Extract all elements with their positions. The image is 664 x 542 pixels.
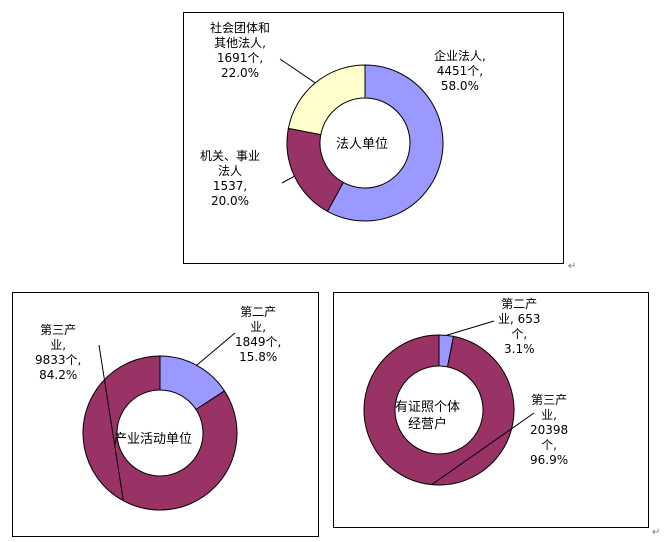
licensed-household-chart-panel: 第二产 业, 653 个, 3.1% 第三产 业, 20398 个, 96.9%… [333, 292, 649, 528]
donut-center-label: 法人单位 [336, 137, 389, 152]
legal-entity-donut [279, 58, 444, 222]
return-mark: ↵ [652, 527, 661, 538]
donut-slice [82, 355, 238, 511]
licensed-household-donut [363, 320, 535, 486]
leader-line [446, 320, 495, 336]
donut-center-label: 产业活动单位 [114, 432, 193, 447]
industrial-unit-donut [82, 332, 238, 511]
donut-slice [326, 64, 444, 222]
leader-line [196, 332, 236, 366]
slice-label-secondary: 第二产 业, 1849个, 15.8% [235, 305, 282, 364]
industrial-unit-chart-panel: 第二产 业, 1849个, 15.8% 第三产 业, 9833个, 84.2% … [12, 292, 319, 537]
donut-center-label: 有证照个体 经营户 [395, 400, 461, 432]
slice-label-social-groups: 社会团体和 其他法人, 1691个, 22.0% [210, 21, 271, 80]
leader-line [431, 412, 535, 486]
return-mark: ↵ [568, 261, 577, 272]
slice-label-enterprise: 企业法人, 4451个, 58.0% [434, 49, 486, 93]
leader-line [98, 344, 124, 501]
legal-entity-chart-panel: 企业法人, 4451个, 58.0% 机关、事业 法人 1537, 20.0% … [183, 12, 564, 264]
slice-label-secondary: 第二产 业, 653 个, 3.1% [498, 297, 541, 356]
leader-line [281, 175, 295, 184]
donut-slice [363, 334, 515, 486]
slice-label-tertiary: 第三产 业, 9833个, 84.2% [35, 323, 82, 382]
donut-slice [287, 64, 366, 136]
slice-label-government: 机关、事业 法人 1537, 20.0% [200, 149, 261, 208]
slice-label-tertiary: 第三产 业, 20398 个, 96.9% [530, 393, 569, 467]
leader-line [279, 58, 316, 84]
